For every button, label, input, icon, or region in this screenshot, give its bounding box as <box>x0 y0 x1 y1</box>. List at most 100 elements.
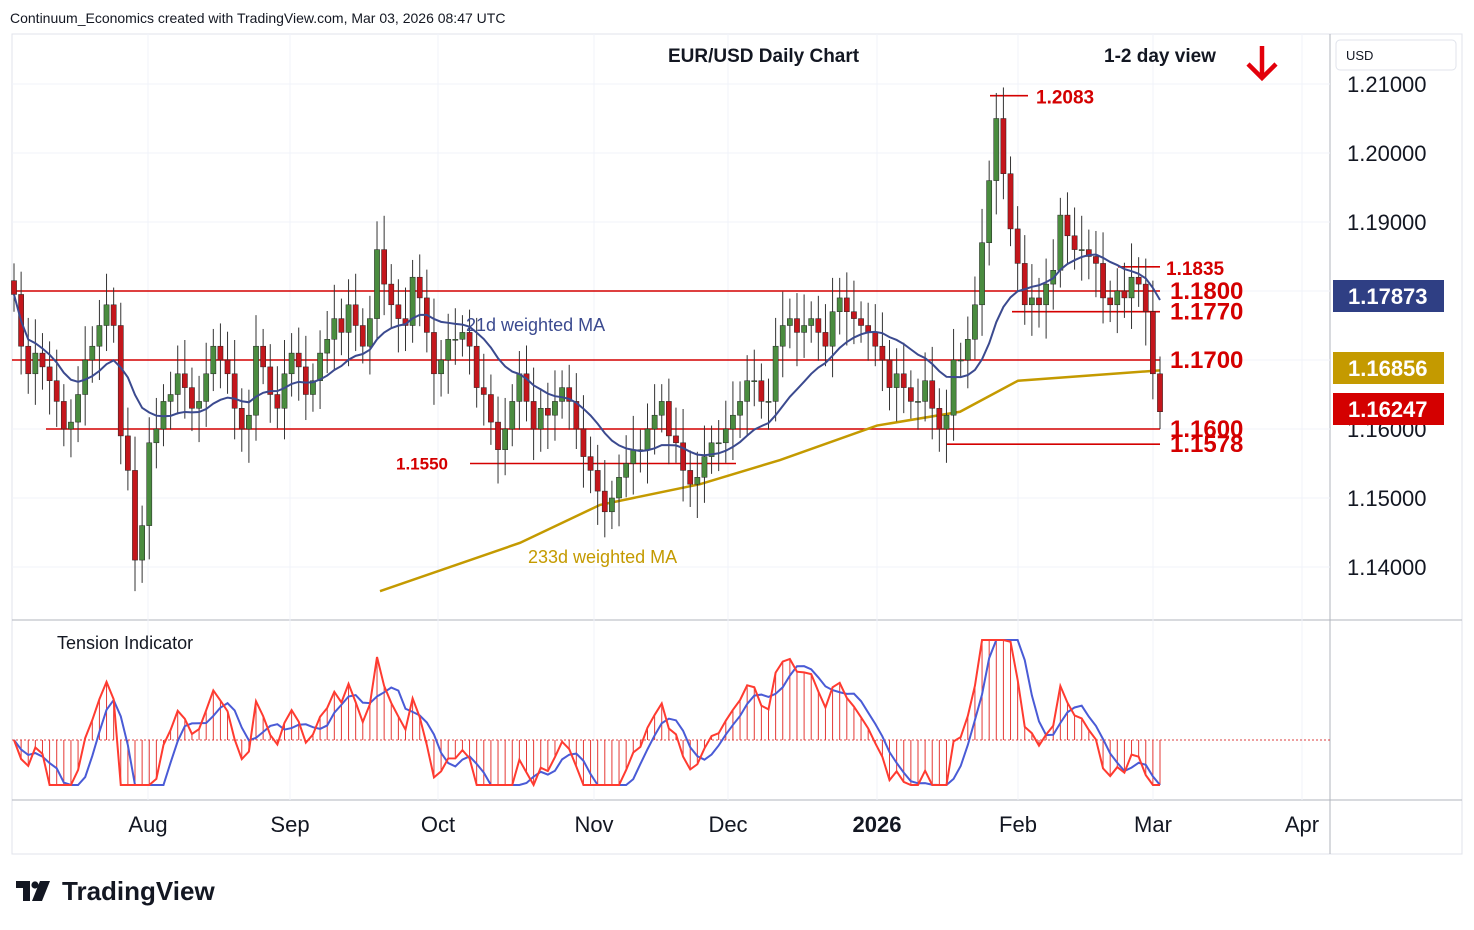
candle-body <box>331 318 338 340</box>
candle-body <box>388 283 395 306</box>
candle <box>495 396 501 484</box>
candle-body <box>1043 283 1049 306</box>
candle-body <box>801 325 807 333</box>
candle-body <box>25 345 32 375</box>
candle <box>765 378 772 430</box>
brand-name: TradingView <box>62 876 215 906</box>
candle <box>843 272 850 346</box>
candle <box>566 364 573 430</box>
candle <box>374 221 380 339</box>
candle-body <box>523 373 530 402</box>
candle <box>25 317 32 394</box>
price-badge <box>1333 352 1444 384</box>
candle <box>480 353 487 426</box>
chart-labels: 1.20831.18351.18001.17701.17001.16001.15… <box>396 46 1278 567</box>
candle-body <box>993 118 1000 181</box>
tension-panel: Tension Indicator <box>12 633 1330 788</box>
candle-body <box>132 470 138 561</box>
candle <box>601 460 608 538</box>
candle <box>964 316 971 389</box>
candle-body <box>1007 173 1014 230</box>
candle <box>758 363 765 419</box>
candle-body <box>972 304 978 340</box>
candle <box>658 384 665 433</box>
candle <box>929 346 936 440</box>
candle <box>772 317 779 422</box>
candle <box>687 450 694 507</box>
price-badge <box>1333 393 1444 425</box>
candle <box>217 323 224 389</box>
brand[interactable]: TradingView <box>16 876 215 907</box>
candle <box>1064 192 1071 265</box>
candle <box>509 384 516 447</box>
candle <box>167 371 174 430</box>
level-label: 1.1600 <box>1170 416 1243 443</box>
candle-body <box>979 242 985 306</box>
tension-signal-line <box>13 639 1161 786</box>
candle-body <box>295 352 302 368</box>
level-label: 1.1835 <box>1166 259 1225 280</box>
candle <box>900 342 907 414</box>
candle <box>794 293 800 367</box>
ma233-polyline <box>379 369 1161 593</box>
candle-body <box>623 463 629 478</box>
candle-body <box>68 421 74 430</box>
candle <box>352 273 359 352</box>
candle-body <box>352 304 359 326</box>
candle-body <box>772 345 779 402</box>
candle-body <box>374 249 380 319</box>
candle-body <box>53 380 60 402</box>
ma233-line <box>379 369 1161 593</box>
candle-body <box>794 318 800 333</box>
candle-body <box>1121 290 1128 299</box>
candle <box>139 505 145 583</box>
candle-body <box>82 359 89 395</box>
candle-body <box>310 380 316 395</box>
candle-body <box>253 345 259 416</box>
candle <box>1050 239 1057 310</box>
candle <box>1157 356 1163 429</box>
candle <box>1135 257 1142 307</box>
candle <box>110 287 117 343</box>
candle-body <box>1107 297 1114 306</box>
candle <box>75 366 81 443</box>
candle-body <box>580 428 587 457</box>
candle <box>210 328 217 392</box>
currency-label: USD <box>1346 48 1373 63</box>
candle <box>402 287 409 352</box>
candle <box>189 367 195 432</box>
candle <box>310 363 316 412</box>
candle-body <box>125 435 131 471</box>
candle-body <box>139 525 145 561</box>
candle <box>836 277 843 335</box>
candle <box>979 208 985 336</box>
candle <box>423 269 430 353</box>
candle <box>673 407 679 463</box>
candle-body <box>730 414 736 430</box>
candle <box>644 403 651 484</box>
candle <box>666 378 672 465</box>
candle-body <box>60 401 67 430</box>
candle <box>1100 232 1106 324</box>
candle <box>132 436 138 592</box>
candle-body <box>651 414 658 430</box>
candle <box>559 370 565 419</box>
time-tick-label: Aug <box>128 812 167 837</box>
candle <box>1043 258 1049 339</box>
candle <box>68 399 74 458</box>
tension-line <box>13 639 1160 788</box>
candle-body <box>1036 297 1042 306</box>
candle-body <box>431 332 437 375</box>
candle <box>1150 280 1156 400</box>
candle-body <box>1135 276 1142 285</box>
candle <box>181 339 188 419</box>
candle <box>466 309 473 375</box>
candle <box>715 420 722 472</box>
candle-body <box>1000 118 1007 174</box>
candle <box>858 301 864 343</box>
ma21-line <box>13 253 1161 457</box>
candle <box>1078 215 1085 281</box>
candle-body <box>1100 263 1106 299</box>
candle-body <box>765 401 772 403</box>
candle-body <box>203 373 210 402</box>
